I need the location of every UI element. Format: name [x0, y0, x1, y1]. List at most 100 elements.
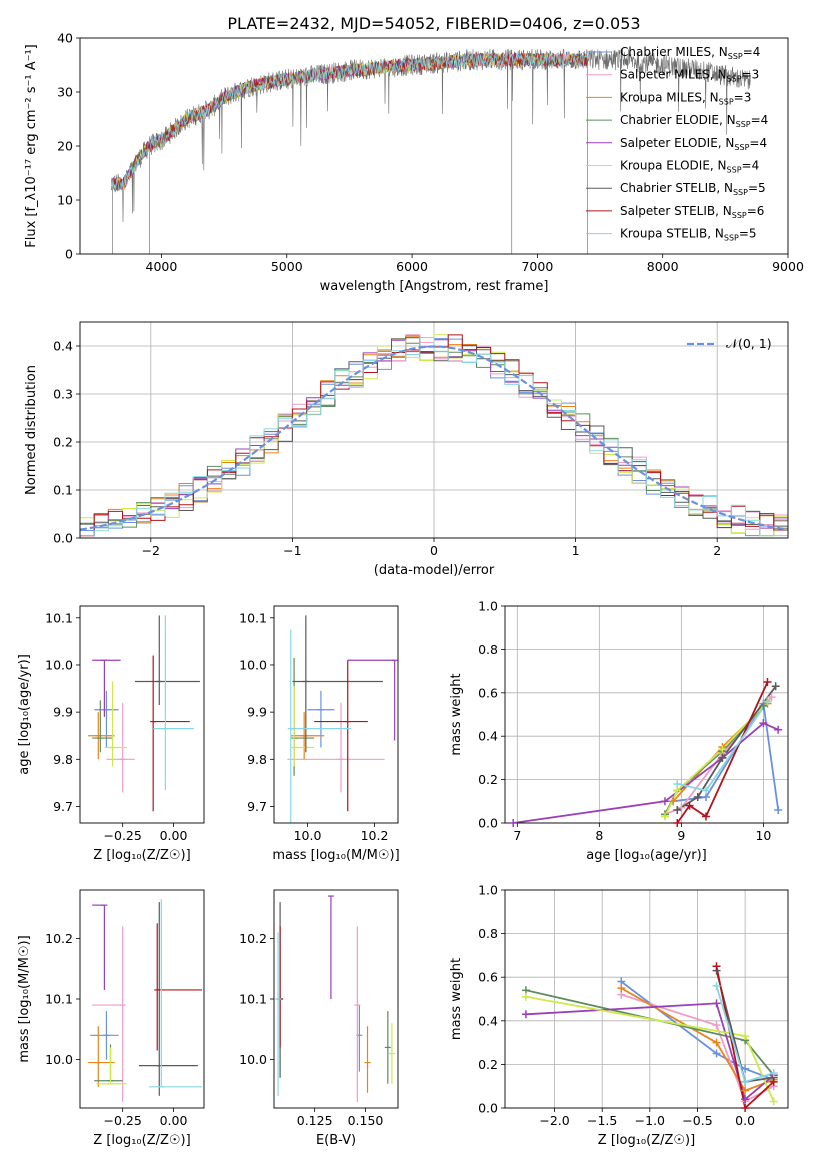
mass-weight-marker: [718, 745, 727, 754]
legend-sub: SSP: [734, 143, 749, 152]
mass-weight-marker: [673, 779, 682, 788]
mass-weight-marker: [521, 1010, 530, 1019]
x-tick-label: 7: [513, 828, 521, 843]
legend-label: Salpeter STELIB, NSSP=6: [620, 204, 764, 220]
normal-curve: [80, 345, 788, 531]
legend-label: Chabrier ELODIE, NSSP=4: [620, 113, 768, 129]
chart-residuals: −2 −1 0 1 2 0.0 0.1 0.2 0.3 0.4 (data-model)/error…: [24, 321, 789, 578]
x-tick-label: −1.5: [587, 1113, 617, 1128]
plot-area: [80, 334, 788, 537]
x-tick-label: 9000: [772, 259, 804, 274]
mass-weight-marker: [673, 819, 682, 827]
x-axis-label: Z [log₁₀(Z/Z☉)]: [93, 1133, 190, 1148]
mass-weight-marker: [509, 819, 518, 827]
mass-weight-marker: [759, 701, 768, 710]
mass-weight-marker: [617, 984, 626, 993]
x-axis-label: (data-model)/error: [374, 563, 495, 578]
y-tick-label: 10.1: [45, 992, 73, 1007]
axes-frame: [273, 605, 399, 824]
x-tick-label: 0.125: [297, 1113, 333, 1128]
x-tick-label: 0.150: [348, 1113, 384, 1128]
y-axis-label: age [log₁₀(age/yr)]: [17, 654, 32, 775]
mass-weight-marker: [769, 1069, 778, 1078]
legend-label: Kroupa ELODIE, NSSP=4: [620, 159, 759, 175]
legend-count: =4: [749, 136, 767, 150]
legend-count: =4: [751, 113, 769, 127]
x-tick-label: 0.00: [160, 828, 188, 843]
y-tick-label: 9.9: [247, 705, 267, 720]
chart-z-mass: −0.25 0.00 10.0 10.1 10.2 Z [log₁₀(Z/Z☉)] mass…: [17, 889, 205, 1148]
y-tick-label: 0.4: [53, 339, 73, 354]
axes-frame: [79, 605, 205, 824]
mass-weight-marker: [741, 1095, 750, 1104]
y-tick-label: 0.4: [478, 1013, 498, 1028]
x-tick-label: −2: [142, 543, 160, 558]
x-axis-label: age [log₁₀(age/yr)]: [586, 848, 707, 863]
mass-weight-marker: [763, 697, 772, 706]
y-axis-label: Flux [f_λ10⁻¹⁷ erg cm⁻² s⁻¹ A⁻¹]: [24, 44, 39, 248]
model-spectrum-kroupa-stelib: [110, 52, 588, 191]
mass-weight-marker: [771, 682, 780, 691]
y-tick-label: 0.8: [478, 642, 498, 657]
x-tick-label: 5000: [271, 259, 303, 274]
model-spectrum-salpeter-stelib: [110, 52, 588, 191]
mass-weight-marker: [693, 792, 702, 801]
y-tick-label: 10.0: [239, 1052, 267, 1067]
legend-count: =3: [742, 68, 760, 82]
y-tick-label: 0.0: [53, 531, 73, 546]
mass-weight-marker: [521, 992, 530, 1001]
y-tick-label: 9.8: [247, 752, 267, 767]
mass-weight-marker: [660, 797, 669, 806]
mass-weight-marker: [669, 797, 678, 806]
x-tick-label: 6000: [396, 259, 428, 274]
residual-histogram-chabrier-stelib: [80, 337, 788, 527]
x-axis-label: wavelength [Angstrom, rest frame]: [320, 279, 549, 294]
mass-weight-marker: [769, 1077, 778, 1086]
y-tick-label: 10.2: [45, 931, 73, 946]
mass-weight-line-kroupa-miles: [620, 987, 775, 1092]
x-tick-label: −1: [283, 543, 301, 558]
x-tick-label: −1.0: [635, 1113, 665, 1128]
y-tick-label: 0.0: [478, 1101, 498, 1116]
mass-weight-marker: [769, 1097, 778, 1106]
plot-area: [287, 615, 398, 823]
y-tick-label: 0: [65, 247, 73, 262]
x-axis-label: Z [log₁₀(Z/Z☉)]: [93, 848, 190, 863]
x-tick-label: −2.0: [539, 1113, 569, 1128]
axes-frame: [504, 605, 789, 824]
x-axis-label: Z [log₁₀(Z/Z☉)]: [598, 1133, 695, 1148]
y-tick-label: 0.3: [53, 387, 73, 402]
y-tick-label: 10.1: [45, 610, 73, 625]
y-axis-label: mass [log₁₀(M/M☉)]: [17, 935, 32, 1062]
mass-weight-marker: [712, 962, 721, 971]
chart-mass-age: 10.0 10.2 9.7 9.8 9.9 10.0 10.1 mass [log₁₀(M/M…: [239, 605, 400, 863]
x-tick-label: 0.00: [160, 1113, 188, 1128]
x-tick-label: 7000: [521, 259, 553, 274]
mass-weight-marker: [763, 677, 772, 686]
mass-weight-line-kroupa-elodie: [664, 700, 769, 817]
chart-z-mass-weight: −2.0 −1.5 −1.0 −0.5 0.0 0.0 0.2 0.4 0.6 0.8 1.0 Z […: [449, 883, 789, 1148]
y-tick-label: 0.0: [478, 816, 498, 831]
y-tick-label: 0.1: [53, 483, 73, 498]
legend-label: Chabrier STELIB, NSSP=5: [620, 181, 766, 197]
legend-count: =3: [734, 90, 752, 104]
plot-area: [88, 899, 202, 1102]
y-axis-label: mass weight: [449, 958, 464, 1040]
y-tick-label: 9.7: [247, 799, 267, 814]
x-tick-label: 1: [572, 543, 580, 558]
y-tick-label: 30: [57, 85, 73, 100]
plot-area: [88, 615, 200, 812]
y-tick-label: 0.8: [478, 926, 498, 941]
mass-weight-marker: [712, 1038, 721, 1047]
figure-title: PLATE=2432, MJD=54052, FIBERID=0406, z=0…: [227, 14, 640, 33]
x-tick-label: 8: [595, 828, 603, 843]
legend-label: Salpeter ELODIE, NSSP=4: [620, 136, 767, 152]
legend-sub: SSP: [727, 166, 742, 175]
mass-weight-line-chabrier-miles: [673, 700, 780, 811]
axes-frame: [273, 889, 399, 1109]
y-tick-label: 1.0: [478, 599, 498, 614]
mass-weight-marker: [774, 725, 783, 734]
legend-count: =5: [748, 181, 766, 195]
x-tick-label: −0.5: [682, 1113, 712, 1128]
